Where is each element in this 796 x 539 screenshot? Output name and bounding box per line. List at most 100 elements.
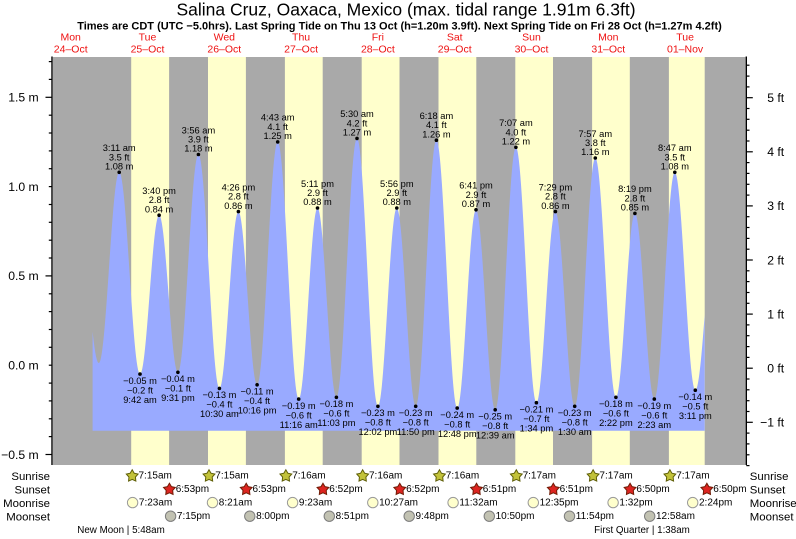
svg-text:8:51pm: 8:51pm: [336, 511, 369, 522]
svg-text:2.9 ft: 2.9 ft: [307, 188, 328, 198]
svg-text:Times are CDT (UTC −5.0hrs). L: Times are CDT (UTC −5.0hrs). Last Spring…: [77, 21, 722, 33]
svg-text:−0.21 m: −0.21 m: [519, 405, 553, 415]
svg-text:8:19 pm: 8:19 pm: [618, 184, 652, 194]
svg-text:−0.2 ft: −0.2 ft: [127, 385, 154, 395]
svg-text:3:56 am: 3:56 am: [182, 125, 216, 135]
svg-text:10:16 pm: 10:16 pm: [238, 406, 277, 416]
svg-text:1 ft: 1 ft: [767, 307, 785, 321]
svg-text:8:47 am: 8:47 am: [658, 143, 692, 153]
svg-text:−0.8 ft: −0.8 ft: [403, 418, 430, 428]
svg-text:4.1 ft: 4.1 ft: [426, 120, 447, 130]
svg-text:11:16 am: 11:16 am: [280, 420, 318, 430]
svg-text:1.25 m: 1.25 m: [263, 131, 292, 141]
svg-text:−0.8 ft: −0.8 ft: [365, 418, 392, 428]
svg-text:−0.23 m: −0.23 m: [399, 408, 433, 418]
svg-text:−0.05 m: −0.05 m: [123, 376, 157, 386]
svg-text:2:24pm: 2:24pm: [699, 497, 732, 508]
svg-text:−0.19 m: −0.19 m: [282, 401, 316, 411]
svg-text:9:42 am: 9:42 am: [123, 395, 157, 405]
svg-text:1.22 m: 1.22 m: [502, 137, 531, 147]
svg-text:3:11 pm: 3:11 pm: [679, 411, 712, 421]
svg-text:4.2 ft: 4.2 ft: [347, 118, 368, 128]
svg-text:−0.6 ft: −0.6 ft: [641, 410, 668, 420]
svg-text:0.0 m: 0.0 m: [8, 359, 38, 373]
svg-text:4:26 pm: 4:26 pm: [222, 182, 256, 192]
svg-text:31–Oct: 31–Oct: [591, 43, 625, 55]
svg-text:2.8 ft: 2.8 ft: [625, 193, 646, 203]
svg-text:1.26 m: 1.26 m: [422, 129, 451, 139]
svg-text:7:29 pm: 7:29 pm: [539, 182, 573, 192]
svg-text:6:52pm: 6:52pm: [329, 484, 362, 495]
svg-text:7:57 am: 7:57 am: [579, 129, 613, 139]
svg-text:Mon: Mon: [60, 32, 81, 44]
svg-text:27–Oct: 27–Oct: [284, 43, 318, 55]
svg-text:8:00pm: 8:00pm: [256, 511, 289, 522]
svg-text:−0.5 m: −0.5 m: [1, 448, 39, 462]
svg-text:−0.5 ft: −0.5 ft: [682, 402, 709, 412]
svg-text:9:23am: 9:23am: [299, 497, 332, 508]
svg-text:25–Oct: 25–Oct: [131, 43, 165, 55]
svg-text:1:34 pm: 1:34 pm: [520, 424, 554, 434]
svg-text:4:43 am: 4:43 am: [261, 113, 295, 123]
svg-text:10:27am: 10:27am: [379, 497, 418, 508]
svg-text:6:18 am: 6:18 am: [420, 111, 454, 121]
svg-text:9:31 pm: 9:31 pm: [161, 393, 195, 403]
svg-text:Sunrise: Sunrise: [750, 471, 789, 483]
svg-text:5:30 am: 5:30 am: [340, 109, 374, 119]
svg-text:−0.23 m: −0.23 m: [558, 408, 592, 418]
svg-text:0.88 m: 0.88 m: [383, 197, 412, 207]
svg-text:−0.4 ft: −0.4 ft: [206, 400, 233, 410]
svg-text:7:17am: 7:17am: [523, 471, 556, 482]
svg-text:3:11 am: 3:11 am: [103, 143, 136, 153]
svg-text:7:16am: 7:16am: [292, 471, 325, 482]
svg-text:−0.04 m: −0.04 m: [161, 374, 195, 384]
svg-text:Tue: Tue: [139, 32, 157, 44]
svg-text:4 ft: 4 ft: [767, 145, 785, 159]
svg-text:2.8 ft: 2.8 ft: [149, 195, 170, 205]
svg-text:11:03 pm: 11:03 pm: [317, 418, 355, 428]
svg-text:9:48pm: 9:48pm: [416, 511, 449, 522]
svg-text:−0.23 m: −0.23 m: [361, 408, 395, 418]
svg-text:Tue: Tue: [676, 32, 694, 44]
svg-text:28–Oct: 28–Oct: [361, 43, 395, 55]
svg-text:Sunset: Sunset: [15, 485, 51, 497]
svg-text:1.5 m: 1.5 m: [8, 91, 38, 105]
svg-text:10:30 am: 10:30 am: [200, 409, 239, 419]
svg-text:0.88 m: 0.88 m: [303, 197, 332, 207]
svg-text:7:15am: 7:15am: [139, 471, 172, 482]
svg-text:11:32am: 11:32am: [459, 497, 497, 508]
svg-text:1.27 m: 1.27 m: [343, 128, 372, 138]
svg-text:1.08 m: 1.08 m: [105, 162, 134, 172]
svg-text:3 ft: 3 ft: [767, 199, 785, 213]
svg-text:Mon: Mon: [598, 32, 619, 44]
svg-text:0 ft: 0 ft: [767, 362, 785, 376]
svg-text:−0.8 ft: −0.8 ft: [482, 421, 509, 431]
svg-text:7:16am: 7:16am: [446, 471, 479, 482]
svg-text:3.5 ft: 3.5 ft: [109, 152, 130, 162]
svg-text:7:15am: 7:15am: [215, 471, 248, 482]
svg-text:−0.4 ft: −0.4 ft: [244, 396, 271, 406]
svg-text:01–Nov: 01–Nov: [667, 43, 704, 55]
svg-text:Thu: Thu: [292, 32, 310, 44]
svg-text:0.85 m: 0.85 m: [621, 203, 650, 213]
svg-text:Sunset: Sunset: [750, 485, 786, 497]
svg-text:2:23 am: 2:23 am: [638, 420, 672, 430]
svg-text:Sunrise: Sunrise: [11, 471, 50, 483]
svg-text:8:21am: 8:21am: [219, 497, 252, 508]
svg-text:6:53pm: 6:53pm: [176, 484, 209, 495]
svg-text:6:51pm: 6:51pm: [483, 484, 516, 495]
svg-text:3:40 pm: 3:40 pm: [142, 186, 176, 196]
svg-text:5:11 pm: 5:11 pm: [301, 179, 334, 189]
svg-text:Moonrise: Moonrise: [750, 498, 796, 510]
svg-text:2.9 ft: 2.9 ft: [386, 188, 407, 198]
svg-text:−0.18 m: −0.18 m: [599, 399, 633, 409]
svg-text:11:50 pm: 11:50 pm: [397, 427, 435, 437]
svg-text:1:30 am: 1:30 am: [558, 427, 592, 437]
svg-text:6:53pm: 6:53pm: [253, 484, 286, 495]
svg-text:12:58am: 12:58am: [656, 511, 695, 522]
svg-text:5:56 pm: 5:56 pm: [380, 179, 414, 189]
svg-text:7:15pm: 7:15pm: [177, 511, 210, 522]
svg-text:Sat: Sat: [447, 32, 463, 44]
svg-text:12:02 pm: 12:02 pm: [359, 427, 398, 437]
svg-text:2.8 ft: 2.8 ft: [545, 192, 566, 202]
